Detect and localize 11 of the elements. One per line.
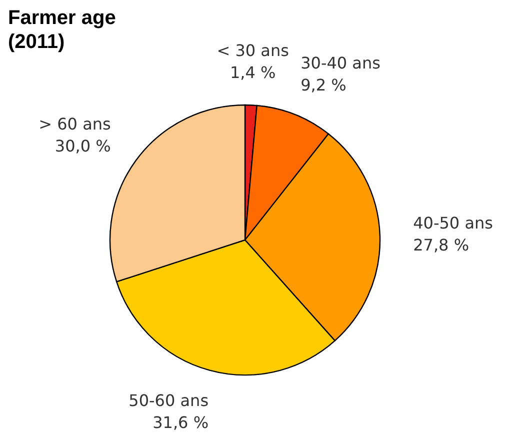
data-label: 30,0 %: [54, 136, 111, 156]
data-label: 31,6 %: [152, 413, 209, 432]
slice-label: < 30 ans: [216, 40, 289, 60]
slice-label: > 60 ans: [38, 114, 111, 134]
data-label: 9,2 %: [300, 75, 346, 94]
chart-title: Farmer age (2011): [8, 7, 116, 53]
data-label: 27,8 %: [413, 235, 470, 254]
slice-label: 30-40 ans: [300, 53, 380, 72]
data-label: 1,4 %: [230, 62, 276, 82]
slice-label: 50-60 ans: [128, 391, 209, 410]
slice-label: 40-50 ans: [413, 213, 493, 232]
